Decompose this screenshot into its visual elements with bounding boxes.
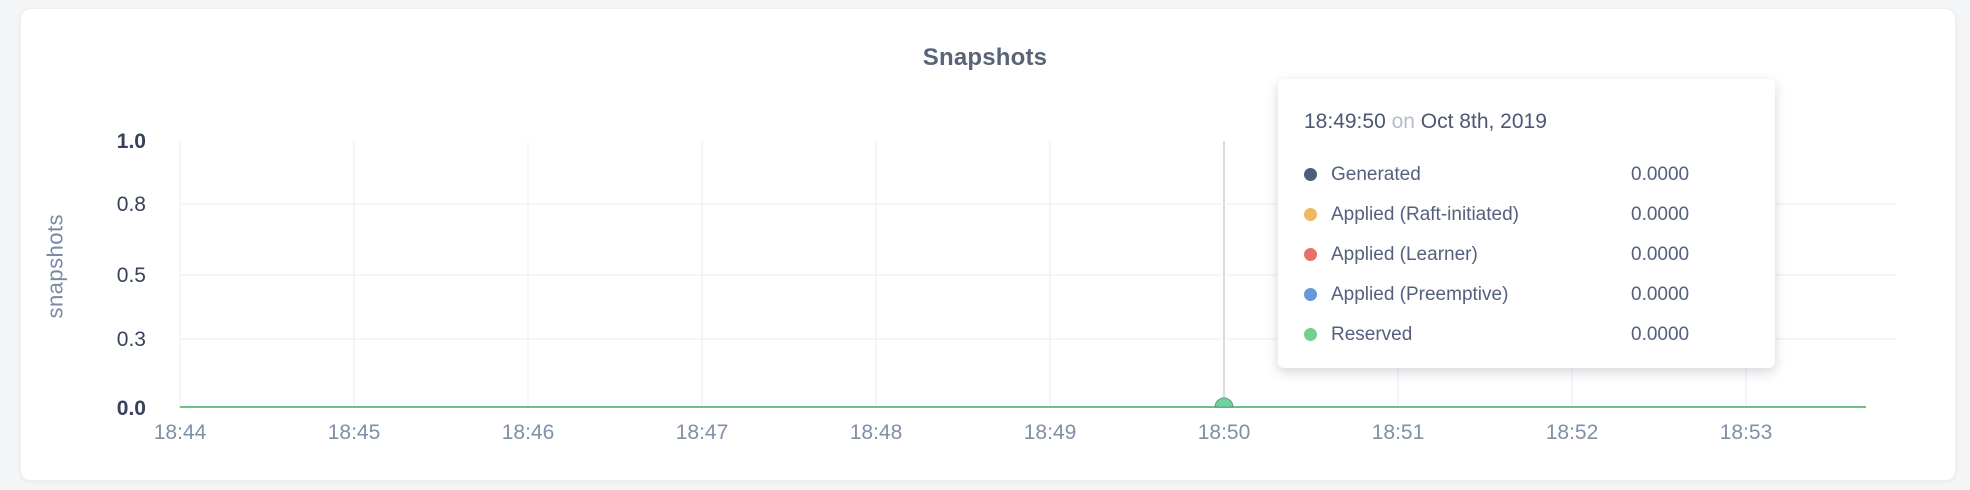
svg-text:0.3: 0.3 (117, 328, 146, 351)
svg-text:0.8: 0.8 (117, 193, 146, 216)
svg-text:18:52: 18:52 (1546, 421, 1599, 444)
svg-text:18:50: 18:50 (1198, 421, 1251, 444)
svg-text:18:44: 18:44 (154, 421, 207, 444)
svg-text:18:46: 18:46 (502, 421, 555, 444)
svg-text:18:49: 18:49 (1024, 421, 1077, 444)
svg-text:1.0: 1.0 (117, 130, 146, 153)
svg-text:18:48: 18:48 (850, 421, 903, 444)
svg-text:0.0: 0.0 (117, 397, 146, 420)
svg-text:18:51: 18:51 (1372, 421, 1425, 444)
svg-text:18:53: 18:53 (1720, 421, 1773, 444)
svg-text:18:45: 18:45 (328, 421, 381, 444)
svg-text:18:47: 18:47 (676, 421, 729, 444)
svg-text:0.5: 0.5 (117, 264, 146, 287)
